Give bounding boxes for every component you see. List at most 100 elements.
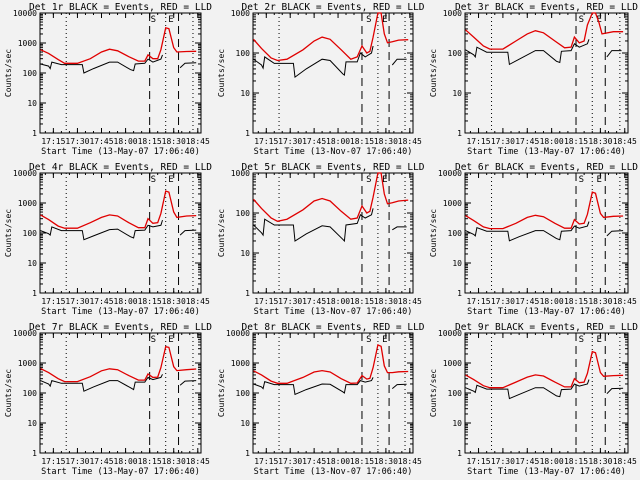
y-tick-label: 10 bbox=[27, 419, 37, 428]
chart-title: Det 7r BLACK = Events, RED = LLD bbox=[29, 322, 212, 333]
series-events-line bbox=[40, 54, 197, 74]
x-tick-label: 18:30 bbox=[588, 457, 612, 466]
marker-s: S bbox=[151, 175, 156, 185]
x-tick-label: 18:45 bbox=[186, 457, 210, 466]
y-tick-label: 10000 bbox=[13, 169, 37, 178]
plot-frame bbox=[464, 12, 629, 134]
y-tick-label: 1000 bbox=[231, 359, 250, 368]
panel-det-6: Det 6r BLACK = Events, RED = LLD 1 10 100 10… bbox=[429, 162, 638, 317]
series-lld-line bbox=[465, 191, 624, 230]
x-tick-label: 18:30 bbox=[374, 297, 398, 306]
series-lld-line bbox=[465, 12, 624, 50]
x-tick-label: 18:00 bbox=[114, 297, 138, 306]
x-tick-label: 18:45 bbox=[613, 297, 637, 306]
marker-s: S bbox=[151, 15, 156, 25]
y-tick-label: 1 bbox=[245, 129, 250, 138]
y-tick-label: 100 bbox=[23, 69, 38, 78]
x-axis-label: Start Time (13-May-07 17:06:40) bbox=[467, 467, 626, 477]
y-axis-label: Counts/sec bbox=[217, 49, 226, 97]
x-axis-label: Start Time (13-May-07 17:06:40) bbox=[467, 147, 626, 157]
x-tick-label: 17:45 bbox=[515, 457, 539, 466]
marker-s: S bbox=[366, 335, 371, 345]
x-tick-label: 18:00 bbox=[114, 137, 138, 146]
marker-e: E bbox=[168, 15, 173, 25]
x-tick-label: 18:30 bbox=[588, 297, 612, 306]
y-tick-label: 1000 bbox=[231, 169, 250, 178]
x-tick-label: 18:00 bbox=[326, 457, 350, 466]
x-tick-label: 17:30 bbox=[491, 297, 515, 306]
marker-e: E bbox=[597, 15, 602, 25]
y-axis-label: Counts/sec bbox=[4, 369, 13, 417]
y-axis-label: Counts/sec bbox=[4, 49, 13, 97]
series-lld-line bbox=[253, 343, 409, 384]
marker-e: E bbox=[168, 175, 173, 185]
y-axis-label: Counts/sec bbox=[217, 369, 226, 417]
y-axis-label: Counts/sec bbox=[4, 209, 13, 257]
x-tick-label: 17:45 bbox=[515, 137, 539, 146]
panel-det-8: Det 8r BLACK = Events, RED = LLD 1 10 100 10… bbox=[217, 322, 425, 477]
x-tick-label: 18:15 bbox=[138, 457, 162, 466]
x-tick-label: 17:15 bbox=[41, 457, 65, 466]
x-axis-label: Start Time (13-Nov-07 17:06:40) bbox=[254, 467, 413, 477]
x-tick-label: 18:15 bbox=[138, 137, 162, 146]
marker-s: S bbox=[366, 175, 371, 185]
y-tick-label: 10 bbox=[452, 89, 462, 98]
y-tick-label: 1000 bbox=[18, 199, 37, 208]
y-tick-label: 1 bbox=[32, 289, 37, 298]
marker-s: S bbox=[579, 175, 584, 185]
x-tick-label: 17:30 bbox=[65, 457, 89, 466]
marker-s: S bbox=[579, 335, 584, 345]
x-tick-label: 18:00 bbox=[326, 297, 350, 306]
x-axis-label: Start Time (13-May-07 17:06:40) bbox=[41, 467, 200, 477]
y-tick-label: 10 bbox=[452, 419, 462, 428]
y-tick-label: 100 bbox=[236, 49, 251, 58]
x-tick-label: 17:15 bbox=[41, 137, 65, 146]
y-tick-label: 10 bbox=[27, 99, 37, 108]
chart-title: Det 4r BLACK = Events, RED = LLD bbox=[29, 162, 212, 173]
panel-det-3: Det 3r BLACK = Events, RED = LLD 1 10 100 10… bbox=[429, 2, 638, 157]
x-tick-label: 18:30 bbox=[588, 137, 612, 146]
series-events-line bbox=[40, 219, 197, 241]
series-events-line bbox=[40, 374, 197, 392]
plot-frame bbox=[464, 332, 629, 454]
series-events-line bbox=[253, 208, 407, 243]
chart-title: Det 6r BLACK = Events, RED = LLD bbox=[455, 162, 638, 173]
marker-e: E bbox=[597, 175, 602, 185]
x-tick-label: 18:45 bbox=[613, 457, 637, 466]
series-events-line bbox=[465, 39, 622, 66]
panel-det-9: Det 9r BLACK = Events, RED = LLD 1 10 100 10… bbox=[429, 322, 638, 477]
y-tick-label: 10 bbox=[27, 259, 37, 268]
y-axis-label: Counts/sec bbox=[429, 369, 438, 417]
y-tick-label: 1000 bbox=[443, 359, 462, 368]
panel-det-4: Det 4r BLACK = Events, RED = LLD 1 10 100 10… bbox=[4, 162, 212, 317]
y-tick-label: 10 bbox=[240, 89, 250, 98]
panel-det-2: Det 2r BLACK = Events, RED = LLD 1 10 100 10… bbox=[217, 2, 425, 157]
y-tick-label: 1 bbox=[32, 449, 37, 458]
panel-det-7: Det 7r BLACK = Events, RED = LLD 1 10 100 10… bbox=[4, 322, 212, 477]
y-tick-label: 100 bbox=[236, 209, 251, 218]
y-tick-label: 1000 bbox=[18, 39, 37, 48]
plot-frame bbox=[252, 172, 414, 294]
panel-det-5: Det 5r BLACK = Events, RED = LLD 1 10 100 10… bbox=[217, 162, 425, 317]
x-tick-label: 17:45 bbox=[89, 137, 113, 146]
marker-e: E bbox=[597, 335, 602, 345]
x-tick-label: 18:15 bbox=[350, 137, 374, 146]
series-events-line bbox=[253, 45, 407, 79]
series-lld-line bbox=[40, 26, 197, 64]
x-tick-label: 17:15 bbox=[466, 297, 490, 306]
x-tick-label: 17:30 bbox=[491, 457, 515, 466]
x-tick-label: 17:45 bbox=[89, 297, 113, 306]
x-tick-label: 17:15 bbox=[254, 137, 278, 146]
chart-title: Det 8r BLACK = Events, RED = LLD bbox=[241, 322, 424, 333]
y-axis-label: Counts/sec bbox=[217, 209, 226, 257]
y-axis-label: Counts/sec bbox=[429, 209, 438, 257]
x-tick-label: 18:00 bbox=[114, 457, 138, 466]
y-tick-label: 1 bbox=[457, 449, 462, 458]
series-events-line bbox=[465, 379, 624, 400]
y-tick-label: 1 bbox=[245, 449, 250, 458]
x-tick-label: 17:30 bbox=[491, 137, 515, 146]
chart-title: Det 9r BLACK = Events, RED = LLD bbox=[455, 322, 638, 333]
y-tick-label: 10000 bbox=[13, 329, 37, 338]
